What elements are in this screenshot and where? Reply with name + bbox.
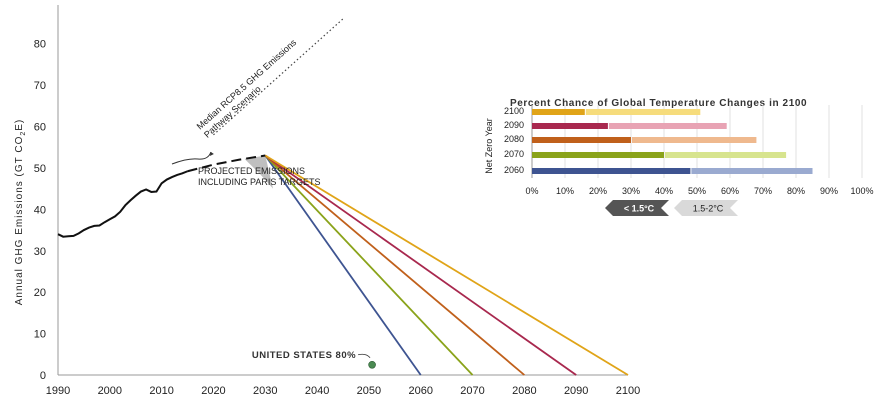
inset-bar-below-1-5	[532, 109, 585, 115]
inset-x-tick-label: 30%	[622, 186, 640, 196]
inset-bar-below-1-5	[532, 137, 631, 143]
x-tick-label: 2080	[512, 385, 536, 397]
rcp85-label-line: Median RCP8.5 GHG Emissions	[195, 37, 299, 132]
inset-x-tick-label: 80%	[787, 186, 805, 196]
rcp85-line	[213, 18, 344, 136]
inset-category-label: 2080	[504, 134, 524, 144]
inset-x-tick-label: 0%	[525, 186, 538, 196]
historical-emissions-line	[57, 170, 188, 238]
x-tick-label: 2000	[98, 385, 122, 397]
x-tick-label: 2030	[253, 385, 277, 397]
rcp85-label: Median RCP8.5 GHG EmissionsPathway Scena…	[195, 37, 306, 140]
main-plot-area: Median RCP8.5 GHG EmissionsPathway Scena…	[57, 5, 629, 376]
inset-x-tick-label: 50%	[688, 186, 706, 196]
x-tick-label: 2070	[460, 385, 484, 397]
inset-category-label: 2060	[504, 165, 524, 175]
inset-x-tick-label: 60%	[721, 186, 739, 196]
inset-bar-below-1-5	[532, 152, 664, 158]
inset-bar-below-1-5	[532, 123, 608, 129]
y-tick-label: 50	[34, 163, 46, 175]
projected-emissions-label-line: INCLUDING PARIS TARGETS	[198, 177, 321, 187]
pathway-fan-shading	[244, 155, 274, 189]
legend-swatch-1-5-to-2	[674, 200, 738, 216]
x-tick-label: 2100	[616, 385, 640, 397]
legend-label-below-1-5: < 1.5°C	[624, 204, 655, 214]
y-tick-label: 40	[34, 204, 46, 216]
x-tick-label: 2040	[305, 385, 329, 397]
x-tick-label: 2060	[408, 385, 432, 397]
x-tick-label: 1990	[46, 385, 70, 397]
y-tick-label: 30	[34, 246, 46, 258]
inset-bar-1-5-to-2	[691, 168, 813, 174]
inset-title: Percent Chance of Global Temperature Cha…	[510, 98, 807, 109]
inset-bar-1-5-to-2	[608, 123, 727, 129]
inset-category-label: 2100	[504, 106, 524, 116]
inset-category-label: 2090	[504, 120, 524, 130]
projected-emissions-arrow	[171, 151, 212, 165]
projected-emissions-arrowhead	[209, 152, 214, 156]
us-annotation-marker	[368, 360, 376, 369]
inset-x-tick-label: 70%	[754, 186, 772, 196]
y-tick-label: 70	[34, 80, 46, 92]
inset-bar-1-5-to-2	[585, 109, 701, 115]
inset-y-axis-label: Net Zero Year	[484, 118, 494, 174]
x-tick-label: 2090	[564, 385, 588, 397]
y-tick-label: 10	[34, 329, 46, 341]
y-tick-label: 0	[40, 370, 46, 382]
x-tick-label: 2050	[357, 385, 381, 397]
pathway-line-2090	[264, 154, 577, 376]
inset-x-tick-label: 20%	[589, 186, 607, 196]
inset-category-label: 2070	[504, 149, 524, 159]
us-annotation-arrow	[357, 353, 371, 359]
inset-x-tick-label: 10%	[556, 186, 574, 196]
projected-emissions-label: PROJECTED EMISSIONS INCLUDING PARIS TARGE…	[198, 166, 321, 187]
projected-emissions-label-line: PROJECTED EMISSIONS	[198, 166, 305, 176]
y-tick-label: 60	[34, 122, 46, 134]
y-tick-label: 20	[34, 287, 46, 299]
inset-x-tick-label: 100%	[850, 186, 873, 196]
pathway-line-2070	[264, 154, 474, 376]
y-tick-label: 80	[34, 39, 46, 51]
inset-x-tick-label: 90%	[820, 186, 838, 196]
pathway-line-2080	[264, 154, 525, 376]
x-tick-label: 2010	[149, 385, 173, 397]
projected-emissions-line	[187, 154, 266, 173]
pathway-line-2100	[264, 154, 629, 376]
legend-swatch-below-1-5	[605, 200, 669, 216]
inset-bar-1-5-to-2	[665, 152, 787, 158]
x-tick-label: 2020	[201, 385, 225, 397]
inset-x-tick-label: 40%	[655, 186, 673, 196]
y-axis-label-part-2: E)	[14, 119, 25, 131]
legend-label-1-5-to-2: 1.5-2°C	[693, 204, 724, 214]
y-axis-label-subscript: 2	[20, 131, 27, 136]
pathway-line-2060	[264, 154, 422, 376]
y-axis-label-part-1: Annual GHG Emissions (GT CO	[14, 136, 25, 306]
y-axis-label: Annual GHG Emissions (GT CO2E)	[14, 119, 27, 306]
inset-bar-chart: Percent Chance of Global Temperature Cha…	[484, 98, 874, 216]
inset-bar-1-5-to-2	[632, 137, 757, 143]
us-annotation-label: UNITED STATES 80%	[252, 350, 356, 361]
inset-bar-below-1-5	[532, 168, 691, 174]
